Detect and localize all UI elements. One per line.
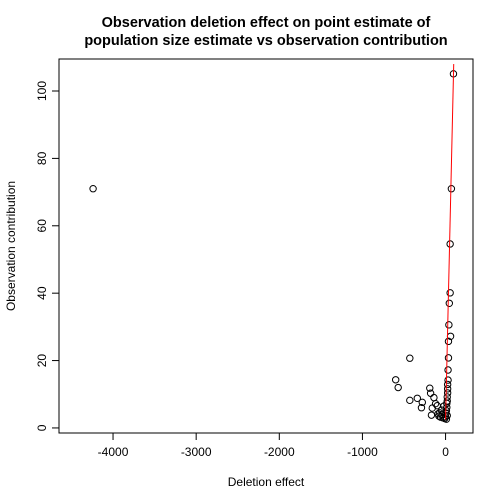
x-tick-label: -4000 xyxy=(98,445,129,459)
data-point xyxy=(444,337,453,346)
data-point xyxy=(443,380,452,389)
chart-title-line-2: population size estimate vs observation … xyxy=(84,33,447,49)
y-tick-label: 0 xyxy=(35,424,49,431)
y-tick-label: 20 xyxy=(35,354,49,368)
x-tick-label: -1000 xyxy=(347,445,378,459)
data-point xyxy=(417,404,426,412)
data-point xyxy=(89,185,97,193)
data-point xyxy=(443,389,452,397)
data-point xyxy=(406,396,414,405)
data-point xyxy=(418,398,426,407)
data-point xyxy=(445,299,454,307)
data-point xyxy=(446,289,454,297)
reference-line-group xyxy=(445,64,455,420)
data-point xyxy=(443,385,452,393)
y-tick-label: 80 xyxy=(35,151,49,165)
data-point xyxy=(406,354,414,362)
data-point xyxy=(431,399,440,408)
y-axis: 0 20 40 60 80 100 xyxy=(35,81,60,431)
data-point xyxy=(443,393,451,401)
data-point xyxy=(444,376,452,384)
reference-line xyxy=(445,64,455,420)
data-point xyxy=(443,397,451,405)
x-tick-label: -3000 xyxy=(181,445,212,459)
y-tick-label: 100 xyxy=(35,81,49,101)
y-tick-label: 40 xyxy=(35,286,49,300)
data-point xyxy=(444,366,452,374)
data-point xyxy=(391,376,400,384)
chart-title-line-1: Observation deletion effect on point est… xyxy=(102,15,431,31)
data-point xyxy=(394,383,402,392)
data-point xyxy=(443,411,451,420)
x-axis: -4000 -3000 -2000 -1000 0 xyxy=(98,432,449,459)
data-point xyxy=(442,415,451,423)
data-point xyxy=(430,393,438,402)
data-point xyxy=(413,394,422,402)
x-tick-label: -2000 xyxy=(264,445,295,459)
y-axis-label: Observation contribution xyxy=(4,181,18,311)
data-point xyxy=(445,321,453,329)
data-point xyxy=(426,384,434,392)
x-axis-label: Deletion effect xyxy=(228,475,305,489)
data-point xyxy=(427,411,436,419)
data-point xyxy=(444,354,453,362)
data-point xyxy=(442,407,451,415)
data-points xyxy=(89,70,458,423)
x-tick-label: 0 xyxy=(442,445,449,459)
y-tick-label: 60 xyxy=(35,219,49,233)
plot-frame xyxy=(58,58,474,434)
plot-area xyxy=(89,64,458,423)
